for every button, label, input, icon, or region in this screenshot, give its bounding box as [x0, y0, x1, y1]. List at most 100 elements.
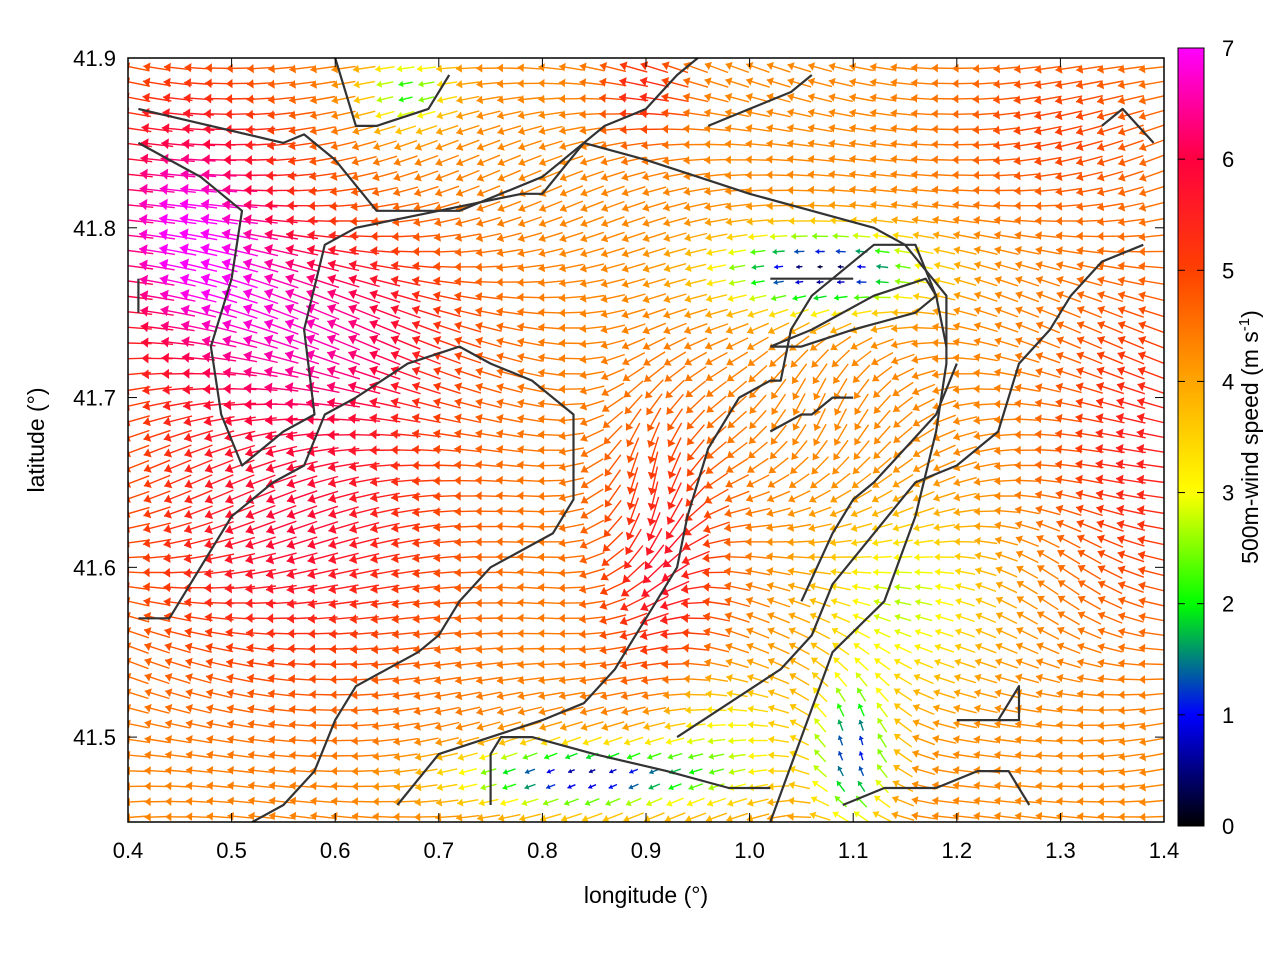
wind-vector — [912, 458, 935, 473]
wind-vector — [647, 466, 659, 496]
wind-vector — [184, 505, 213, 519]
wind-vector — [604, 484, 622, 508]
wind-vector — [328, 568, 359, 580]
wind-vector — [1016, 611, 1039, 625]
wind-vector — [285, 259, 319, 273]
wind-vector — [288, 110, 316, 120]
wind-vector — [786, 170, 812, 180]
wind-vector — [639, 76, 669, 88]
wind-vector — [496, 675, 522, 685]
wind-vector — [911, 139, 937, 149]
wind-vector — [1138, 261, 1164, 271]
wind-vector — [411, 320, 441, 334]
wind-vector — [331, 781, 356, 791]
wind-vector — [164, 673, 191, 684]
wind-vector — [665, 737, 685, 746]
wind-vector — [729, 264, 746, 271]
wind-vector — [623, 736, 644, 746]
wind-vector — [264, 288, 299, 305]
wind-vector — [205, 642, 234, 653]
wind-vector — [454, 351, 482, 364]
wind-vector — [1076, 689, 1102, 699]
wind-vector — [602, 531, 624, 553]
wind-vector — [787, 108, 812, 118]
wind-vector — [893, 568, 912, 576]
wind-vector — [667, 752, 683, 760]
wind-vector — [873, 613, 891, 622]
wind-vector — [728, 768, 746, 776]
wind-vector — [643, 812, 665, 822]
wind-vector — [685, 469, 706, 492]
terrain-contour-line — [707, 74, 813, 127]
wind-vector — [1035, 490, 1061, 500]
wind-vector — [890, 154, 916, 164]
wind-vector — [433, 645, 461, 655]
wind-vector — [558, 675, 584, 685]
wind-vector — [1055, 156, 1083, 167]
wind-vector — [645, 528, 663, 556]
wind-vector — [877, 733, 887, 748]
wind-vector — [727, 380, 748, 398]
wind-vector — [1117, 565, 1145, 578]
wind-vector — [143, 474, 171, 488]
wind-vector — [704, 171, 729, 181]
y-tick-label: 41.7 — [73, 386, 116, 411]
wind-vector — [1097, 202, 1124, 212]
wind-vector — [265, 552, 297, 565]
wind-vector — [369, 365, 401, 380]
wind-vector — [624, 394, 643, 415]
wind-vector — [1118, 737, 1144, 746]
wind-vector — [975, 612, 997, 624]
wind-vector — [1035, 260, 1061, 271]
wind-vector — [704, 674, 729, 683]
wind-vector — [953, 246, 977, 255]
wind-vector — [792, 393, 806, 416]
wind-vector — [747, 350, 769, 367]
wind-vector — [599, 645, 627, 655]
wind-vector — [767, 473, 790, 488]
wind-vector — [725, 337, 749, 350]
wind-vector — [164, 657, 191, 669]
wind-vector — [1034, 80, 1062, 90]
wind-vector — [161, 336, 195, 348]
wind-vector — [935, 583, 954, 591]
wind-vector — [599, 660, 627, 670]
wind-vector — [436, 752, 459, 761]
wind-vector — [724, 567, 751, 576]
wind-vector — [433, 413, 462, 424]
wind-vector — [264, 350, 299, 364]
wind-vector — [892, 780, 914, 793]
wind-vector — [832, 811, 850, 822]
wind-vector — [952, 125, 979, 134]
wind-vector — [327, 476, 359, 488]
wind-vector — [873, 425, 891, 445]
wind-vector — [579, 62, 605, 72]
wind-vector — [370, 569, 400, 579]
wind-vector — [871, 489, 893, 503]
wind-vector — [872, 232, 892, 240]
wind-vector — [954, 643, 976, 654]
wind-vector — [288, 720, 316, 730]
wind-vector — [974, 291, 998, 302]
wind-vector — [684, 293, 707, 303]
wind-vector — [626, 437, 640, 463]
wind-vector — [496, 398, 523, 408]
wind-vector — [496, 292, 523, 302]
wind-vector — [375, 65, 395, 73]
wind-vector — [626, 497, 640, 526]
colorbar-tick-label: 7 — [1222, 36, 1234, 61]
wind-vector — [561, 736, 582, 746]
wind-vector — [580, 231, 605, 243]
wind-vector — [619, 77, 649, 88]
wind-vector — [351, 751, 377, 761]
wind-vector — [911, 369, 936, 380]
wind-vector — [974, 658, 997, 669]
wind-vector — [831, 349, 851, 368]
wind-vector — [816, 279, 824, 285]
wind-vector — [475, 321, 502, 332]
x-tick-label: 0.7 — [424, 838, 455, 863]
wind-vector — [1097, 320, 1123, 334]
wind-vector — [245, 459, 276, 474]
wind-vector — [579, 294, 605, 303]
wind-vector — [390, 397, 421, 409]
